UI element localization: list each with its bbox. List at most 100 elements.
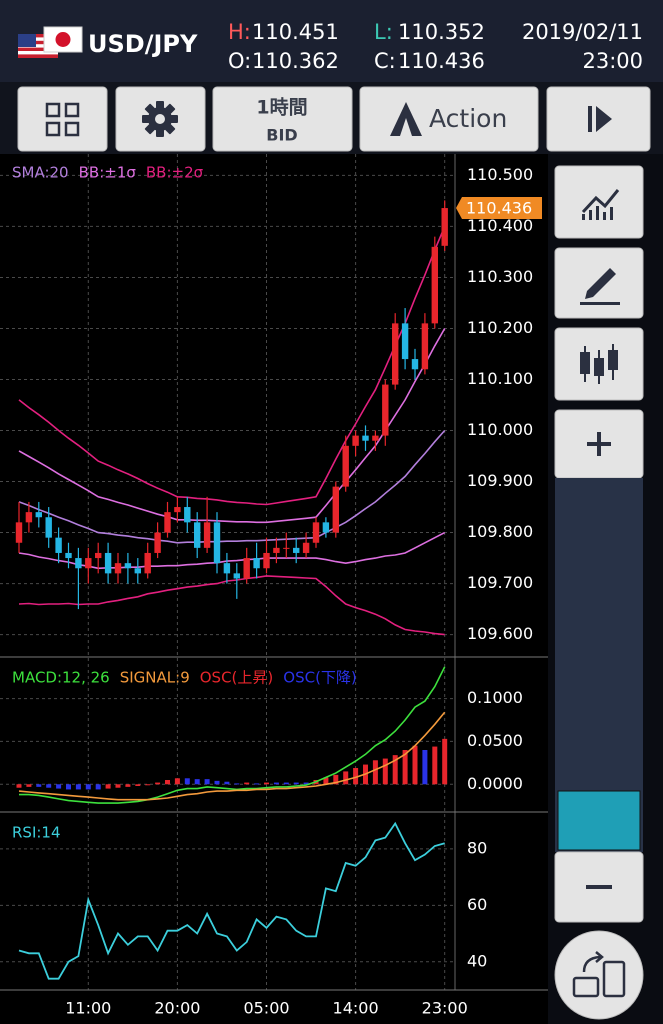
zoom-slider[interactable] <box>555 478 643 852</box>
zoom-out-button[interactable] <box>554 851 644 923</box>
osc-bar <box>145 784 151 786</box>
osc-bar <box>234 783 240 785</box>
osc-bar <box>135 784 141 786</box>
high-label: H: <box>228 20 251 44</box>
candle-body <box>45 517 52 538</box>
candle-body <box>243 558 250 579</box>
candle-body <box>55 537 62 553</box>
candle-body <box>154 532 161 553</box>
y-tick-label: 109.800 <box>467 522 533 541</box>
osc-bar <box>372 760 378 785</box>
osc-bar <box>66 784 71 790</box>
chart-type-button[interactable] <box>554 327 644 401</box>
plots: 109.600 109.700 109.800 109.900 110.000 110.1… <box>12 164 542 1018</box>
osc-bar <box>184 778 190 785</box>
osc-bar <box>36 784 42 787</box>
osc-bar <box>264 782 269 785</box>
y-tick-label: 110.400 <box>467 216 533 235</box>
low-label: L: <box>374 20 393 44</box>
candle-body <box>15 522 23 543</box>
zoom-slider-thumb[interactable] <box>557 790 641 851</box>
legend-label: OSC(下降) <box>283 669 357 687</box>
osc-bar <box>85 784 91 790</box>
candle-body <box>372 435 379 441</box>
zoom-in-button[interactable] <box>554 409 644 479</box>
candle-body <box>75 558 82 569</box>
y-tick-label: 0.0000 <box>467 774 523 793</box>
candle-body <box>322 522 330 533</box>
candle-body <box>203 522 211 548</box>
candle-body <box>144 552 151 574</box>
osc-bar <box>323 777 329 785</box>
x-tick-label: 23:00 <box>422 999 468 1018</box>
candle-body <box>35 512 42 518</box>
osc-bar <box>392 755 398 785</box>
indicator-line <box>19 666 446 804</box>
play-button[interactable] <box>546 86 651 152</box>
action-button[interactable]: Action <box>359 86 539 152</box>
y-tick-label: 0.1000 <box>467 688 523 707</box>
candle-body <box>104 552 112 574</box>
rotate-button[interactable] <box>554 930 644 1020</box>
y-tick-label: 109.600 <box>467 624 533 643</box>
osc-bar <box>165 780 170 785</box>
osc-bar <box>254 783 260 785</box>
draw-button[interactable] <box>554 247 644 319</box>
time: 23:00 <box>582 49 643 73</box>
candle-body <box>352 435 359 446</box>
candle-body <box>332 486 339 533</box>
high-value: 110.451 <box>252 20 339 44</box>
y-tick-label: 60 <box>467 895 487 914</box>
osc-bar <box>26 784 32 787</box>
close-value: 110.436 <box>398 49 485 73</box>
open-value: 110.362 <box>252 49 339 73</box>
osc-bar <box>382 758 388 785</box>
candle-body <box>164 512 171 533</box>
y-tick-label: 40 <box>467 951 487 970</box>
action-label: Action <box>429 104 507 133</box>
candle-body <box>253 558 260 569</box>
y-tick-label: 109.900 <box>467 471 533 490</box>
band-upper-line <box>18 328 446 524</box>
osc-bar <box>422 750 428 785</box>
candle-body <box>302 542 310 553</box>
layout-button[interactable] <box>17 86 108 152</box>
candle-body <box>392 323 399 385</box>
candle-body <box>65 552 72 559</box>
candle-body <box>95 552 102 559</box>
osc-bar <box>442 738 448 785</box>
osc-bar <box>174 778 180 785</box>
osc-bar <box>244 782 250 785</box>
osc-bar <box>125 784 131 787</box>
indicator-button[interactable] <box>554 165 644 239</box>
candle-body <box>283 547 290 549</box>
x-tick-label: 20:00 <box>154 999 200 1018</box>
y-tick-label: 110.200 <box>467 318 533 337</box>
timeframe-label: 1時間 <box>256 97 307 119</box>
osc-bar <box>353 768 359 785</box>
osc-bar <box>283 782 289 785</box>
osc-bar <box>333 774 339 785</box>
osc-bar <box>293 782 299 785</box>
osc-bar <box>46 784 52 788</box>
price-tag-label: 110.436 <box>466 199 532 218</box>
osc-bar <box>75 784 81 790</box>
settings-button[interactable] <box>115 86 206 152</box>
candle-body <box>174 507 181 513</box>
candle-body <box>184 507 191 523</box>
y-tick-label: 109.700 <box>467 573 533 592</box>
candle-body <box>134 568 141 574</box>
osc-bar <box>214 780 220 785</box>
x-tick-label: 14:00 <box>333 999 379 1018</box>
indicator-line <box>18 711 446 801</box>
timeframe-button[interactable]: 1時間 BID <box>212 86 353 152</box>
candle-body <box>382 384 389 436</box>
osc-bar <box>432 746 438 785</box>
legend-label: SIGNAL:9 <box>120 669 190 687</box>
candle-body <box>213 522 221 564</box>
osc-bar <box>402 750 408 785</box>
band-upper-line <box>18 226 446 506</box>
x-tick-label: 11:00 <box>65 999 111 1018</box>
